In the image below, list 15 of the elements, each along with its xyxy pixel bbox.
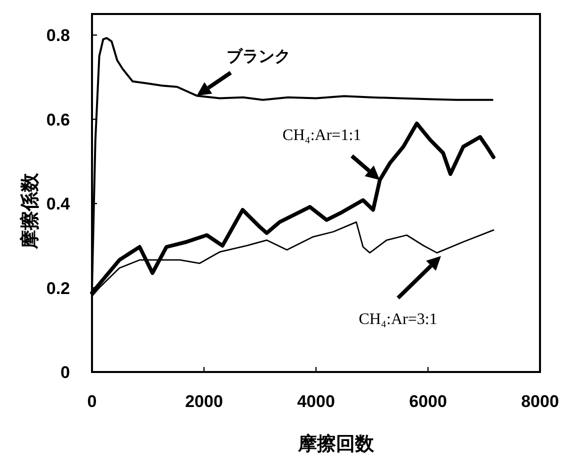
annotation: CH₄:Ar=3:1 (358, 311, 438, 328)
y-tick-label: 0 (60, 363, 70, 382)
x-tick-label: 2000 (185, 392, 223, 411)
y-tick-label: 0.4 (46, 194, 71, 214)
x-tick-label: 4000 (297, 392, 335, 411)
x-tick-label: 6000 (409, 392, 447, 411)
y-tick-label: 0.2 (46, 278, 70, 298)
y-tick-label: 0.6 (46, 110, 70, 130)
y-axis-title: 摩擦係数 (19, 172, 41, 250)
x-tick-label: 8000 (521, 392, 559, 411)
annotation: CH₄:Ar=1:1 (282, 126, 362, 144)
x-axis-title: 摩擦回数 (297, 433, 375, 455)
annotation: ブランク (226, 48, 291, 66)
x-tick-label: 0 (87, 392, 97, 411)
y-tick-label: 0.8 (46, 26, 70, 46)
